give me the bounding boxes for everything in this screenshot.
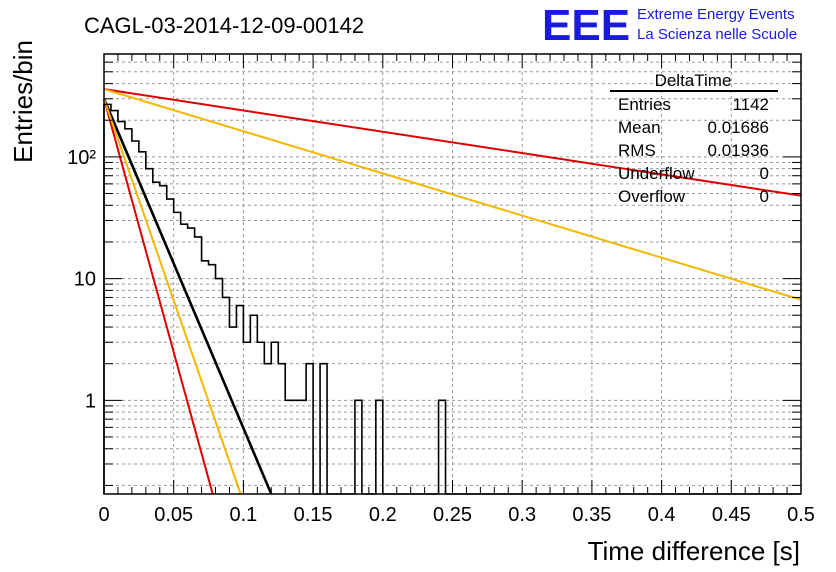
stats-value-rms: 0.01936 (708, 141, 769, 160)
x-tick-label: 0.4 (648, 504, 676, 526)
x-tick-label: 0.05 (154, 504, 193, 526)
logo-line-1: Extreme Energy Events (637, 6, 795, 23)
x-tick-label: 0 (98, 504, 109, 526)
x-axis-title: Time difference [s] (588, 536, 800, 566)
series-layer (102, 88, 802, 495)
fit-black (102, 98, 273, 495)
curve-yellow-steep (103, 98, 242, 495)
y-tick-label: 1 (85, 390, 96, 412)
curve-red-steep (103, 98, 214, 495)
eee-logo: EEE Extreme Energy Events La Scienza nel… (542, 1, 797, 50)
curve-red-slow (103, 88, 802, 197)
x-tick-label: 0.15 (294, 504, 333, 526)
y-tick-label: 10 (74, 269, 96, 291)
eee-logo-mark: EEE (542, 1, 630, 50)
x-tick-label: 0.45 (712, 504, 751, 526)
stats-title: DeltaTime (655, 71, 732, 90)
stats-label-rms: RMS (618, 141, 656, 160)
x-tick-label: 0.2 (369, 504, 397, 526)
logo-line-2: La Scienza nelle Scuole (637, 26, 797, 43)
x-tick-label: 0.3 (508, 504, 536, 526)
stats-label-overflow: Overflow (618, 187, 686, 206)
stats-value-entries: 1142 (732, 95, 769, 114)
stats-value-mean: 0.01686 (708, 118, 769, 137)
stats-value-underflow: 0 (760, 164, 769, 183)
stats-label-underflow: Underflow (618, 164, 695, 183)
stats-label-entries: Entries (618, 95, 671, 114)
y-axis-title: Entries/bin (8, 40, 38, 163)
x-tick-label: 0.25 (433, 504, 472, 526)
x-tick-label: 0.5 (787, 504, 815, 526)
axes: 0 0.05 0.1 0.15 0.2 0.25 0.3 0.35 0.4 0.45 0.5 1 10 1… (67, 53, 815, 526)
x-tick-label: 0.1 (229, 504, 257, 526)
stats-label-mean: Mean (618, 118, 661, 137)
stats-value-overflow: 0 (760, 187, 769, 206)
stats-box: DeltaTime Entries 1142 Mean 0.01686 RMS … (610, 71, 778, 206)
y-tick-label: 10² (67, 147, 96, 169)
curve-yellow-slow (103, 88, 802, 301)
run-title: CAGL-03-2014-12-09-00142 (84, 13, 364, 38)
x-tick-label: 0.35 (572, 504, 611, 526)
